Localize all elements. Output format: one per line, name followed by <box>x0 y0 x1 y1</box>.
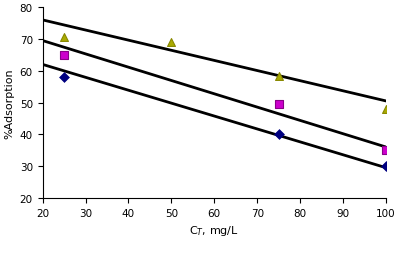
Point <box>383 149 389 153</box>
Point <box>383 164 389 168</box>
Point <box>276 74 282 78</box>
X-axis label: C$_T$, mg/L: C$_T$, mg/L <box>190 223 239 237</box>
Point <box>383 107 389 112</box>
Point <box>168 41 174 45</box>
Point <box>61 36 67 40</box>
Point <box>61 76 67 80</box>
Point <box>276 133 282 137</box>
Point <box>61 54 67 58</box>
Y-axis label: %Adsorption: %Adsorption <box>4 68 14 138</box>
Point <box>276 103 282 107</box>
